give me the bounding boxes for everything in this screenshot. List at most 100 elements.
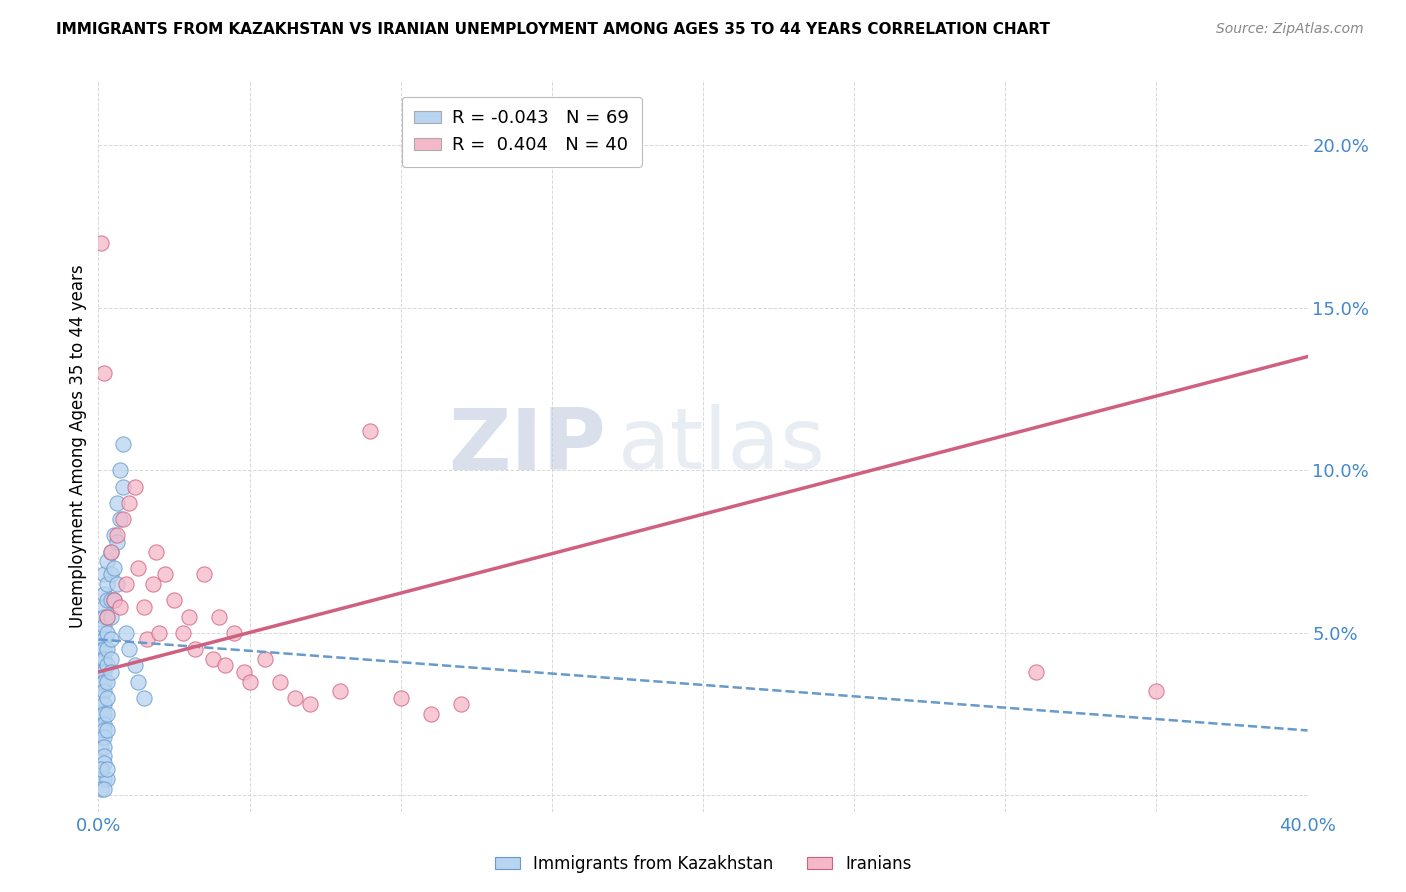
Point [96,554,118,568]
Text: Source: ZipAtlas.com: Source: ZipAtlas.com [1216,22,1364,37]
Point [142,577,165,591]
Point [179,609,201,624]
Point [114,626,136,640]
Point [96,577,118,591]
Point [389,690,412,705]
Point [96,642,118,657]
Point [193,567,215,582]
Point [224,626,246,640]
Point [108,512,131,526]
Point [93,587,115,601]
Point [1144,684,1167,698]
Point [93,707,115,722]
Point [90,739,112,754]
Point [100,567,122,582]
Point [124,658,146,673]
Point [105,496,128,510]
Point [208,609,231,624]
Point [93,684,115,698]
Point [93,619,115,633]
Point [284,690,307,705]
Point [329,684,352,698]
Text: IMMIGRANTS FROM KAZAKHSTAN VS IRANIAN UNEMPLOYMENT AMONG AGES 35 TO 44 YEARS COR: IMMIGRANTS FROM KAZAKHSTAN VS IRANIAN UN… [56,22,1050,37]
Point [93,609,115,624]
Point [96,707,118,722]
Point [93,632,115,647]
Point [96,723,118,738]
Point [100,544,122,558]
Legend: R = -0.043   N = 69, R =  0.404   N = 40: R = -0.043 N = 69, R = 0.404 N = 40 [402,96,641,167]
Point [214,658,236,673]
Point [127,561,149,575]
Point [100,609,122,624]
Point [90,730,112,744]
Point [90,763,112,777]
Y-axis label: Unemployment Among Ages 35 to 44 years: Unemployment Among Ages 35 to 44 years [69,264,87,628]
Point [118,496,141,510]
Point [93,698,115,712]
Point [96,690,118,705]
Point [96,593,118,607]
Point [90,235,112,250]
Point [103,561,125,575]
Point [202,652,225,666]
Point [93,717,115,731]
Point [103,593,125,607]
Point [100,593,122,607]
Point [90,707,112,722]
Point [299,698,322,712]
Point [96,626,118,640]
Point [105,535,128,549]
Point [132,599,155,614]
Point [100,632,122,647]
Point [132,690,155,705]
Point [114,577,136,591]
Point [124,480,146,494]
Point [111,437,134,451]
Point [90,690,112,705]
Point [96,609,118,624]
Point [93,366,115,380]
Point [96,772,118,787]
Point [163,593,186,607]
Point [153,567,176,582]
Point [90,642,112,657]
Point [93,756,115,770]
Point [148,626,170,640]
Point [96,763,118,777]
Point [93,739,115,754]
Point [96,658,118,673]
Point [1024,665,1046,679]
Point [108,599,131,614]
Point [105,528,128,542]
Point [93,652,115,666]
Text: ZIP: ZIP [449,404,606,488]
Point [93,567,115,582]
Point [100,652,122,666]
Point [90,665,112,679]
Legend: Immigrants from Kazakhstan, Iranians: Immigrants from Kazakhstan, Iranians [488,848,918,880]
Point [90,781,112,796]
Point [90,772,112,787]
Point [100,665,122,679]
Point [184,642,207,657]
Point [232,665,254,679]
Point [93,665,115,679]
Point [90,652,112,666]
Point [90,723,112,738]
Point [239,674,262,689]
Point [111,480,134,494]
Point [420,707,443,722]
Point [450,698,472,712]
Point [93,642,115,657]
Point [93,781,115,796]
Point [118,642,141,657]
Point [100,544,122,558]
Point [253,652,276,666]
Text: atlas: atlas [619,404,827,488]
Point [145,544,167,558]
Point [108,463,131,477]
Point [93,772,115,787]
Point [269,674,291,689]
Point [93,674,115,689]
